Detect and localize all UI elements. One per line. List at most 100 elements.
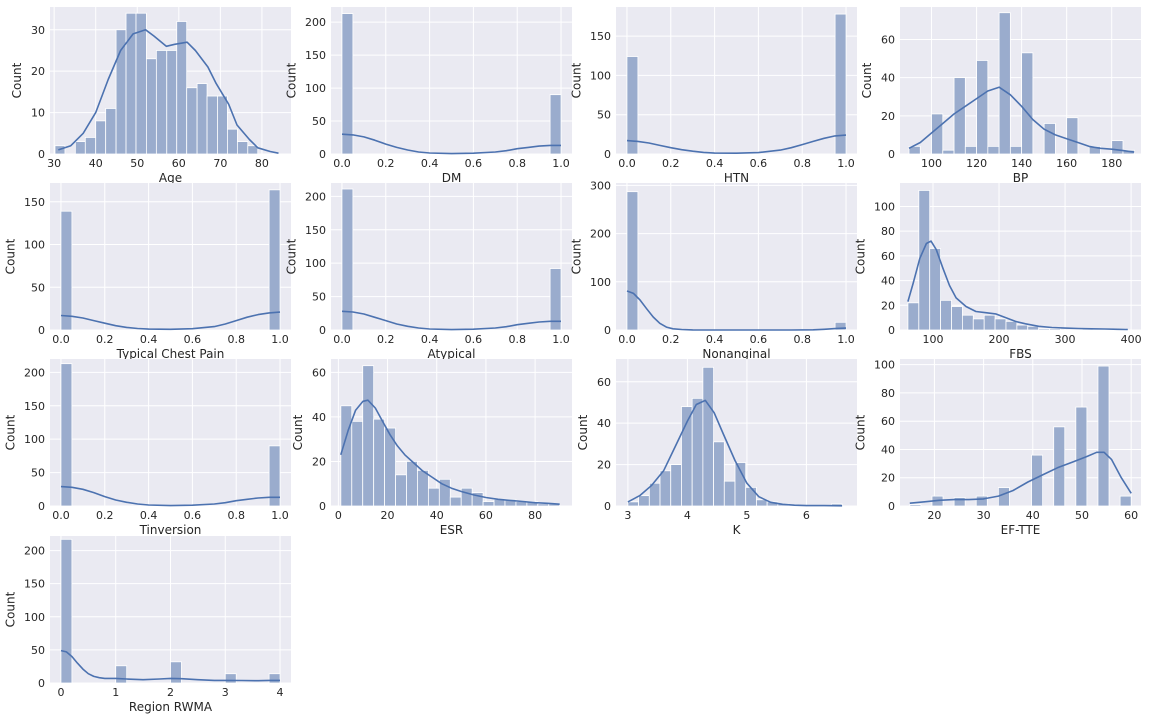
histogram-bar — [196, 83, 208, 155]
kde-line — [626, 134, 847, 154]
histogram-bar — [670, 464, 682, 507]
histogram-bar — [74, 141, 86, 155]
histogram-bar — [176, 21, 188, 155]
y-tick-label: 100 — [305, 257, 326, 270]
x-tick-label: 80 — [528, 509, 542, 522]
histogram-bar — [745, 486, 757, 507]
y-axis-label: Count — [285, 238, 299, 274]
y-axis-label: Count — [576, 414, 590, 450]
subplot-3: 0.0 0.2 0.4 0.6 0.8 1.0 0 50 100 150 HTN Count — [570, 7, 857, 185]
x-axis-label: Nonanginal — [702, 347, 770, 361]
histogram-bar — [206, 95, 218, 155]
x-tick-label: 0.2 — [377, 333, 395, 346]
x-tick-label: 0.6 — [750, 157, 768, 170]
y-tick-label: 0 — [888, 500, 895, 513]
histogram-bar — [691, 397, 704, 507]
histogram-bar — [638, 495, 650, 507]
x-axis-label: ESR — [440, 523, 464, 537]
x-tick-label: 0.6 — [465, 157, 483, 170]
histogram-bar — [268, 673, 281, 684]
x-tick-label: 0.8 — [793, 157, 811, 170]
histogram-bar — [953, 77, 966, 155]
subplot-7: 0.0 0.2 0.4 0.6 0.8 1.0 0 100 200 300 Nonanginal Co… — [570, 179, 857, 361]
x-tick-label: 160 — [1056, 157, 1077, 170]
histogram-bar — [834, 13, 847, 155]
y-axis-label: Count — [291, 414, 305, 450]
y-tick-label: 10 — [31, 107, 45, 120]
y-tick-label: 60 — [312, 366, 326, 379]
x-tick-label: 1 — [112, 686, 119, 699]
y-tick-label: 100 — [24, 433, 45, 446]
histogram-bar — [997, 487, 1010, 507]
y-tick-label: 0 — [604, 148, 611, 161]
histogram-bar — [170, 661, 182, 684]
y-tick-label: 200 — [590, 228, 611, 241]
histogram-bar — [1016, 324, 1029, 331]
y-tick-label: 30 — [31, 24, 45, 37]
histogram-bar — [95, 120, 107, 155]
y-axis-label: Count — [4, 238, 18, 274]
histogram-bar — [268, 445, 281, 507]
histogram-bar — [626, 191, 639, 331]
y-tick-label: 150 — [305, 224, 326, 237]
x-tick-label: 140 — [1011, 157, 1032, 170]
subplot-6: 0.0 0.2 0.4 0.6 0.8 1.0 0 50 100 150 200 Atypical Co… — [285, 183, 572, 361]
histogram-bar — [940, 299, 952, 331]
histogram-bar — [1038, 328, 1050, 331]
x-tick-label: 60 — [172, 157, 186, 170]
plot-area — [331, 183, 572, 330]
histogram-bar — [987, 145, 1000, 155]
x-axis-label: Region RWMA — [129, 700, 213, 714]
x-tick-label: 0.6 — [465, 333, 483, 346]
histogram-bar — [395, 474, 407, 507]
y-tick-label: 0 — [888, 148, 895, 161]
y-tick-label: 0 — [38, 677, 45, 690]
x-tick-label: 0.4 — [421, 333, 439, 346]
y-tick-label: 150 — [305, 49, 326, 62]
histogram-bar — [155, 50, 168, 155]
x-tick-label: 3 — [624, 509, 631, 522]
kde-line — [58, 28, 279, 154]
x-tick-label: 1.0 — [552, 157, 570, 170]
kde-line — [60, 649, 280, 682]
histogram-bar — [1009, 145, 1023, 155]
y-tick-label: 50 — [31, 644, 45, 657]
histogram-bar — [1021, 52, 1034, 155]
x-tick-label: 0 — [57, 686, 64, 699]
y-tick-label: 100 — [24, 611, 45, 624]
x-tick-label: 70 — [213, 157, 227, 170]
x-tick-label: 60 — [1124, 509, 1138, 522]
y-tick-label: 50 — [597, 109, 611, 122]
x-axis-label: HTN — [724, 171, 749, 185]
x-tick-label: 0.6 — [750, 333, 768, 346]
x-tick-label: 3 — [222, 686, 229, 699]
y-tick-label: 0 — [319, 324, 326, 337]
histogram-bar — [918, 190, 931, 331]
plot-area — [50, 359, 291, 506]
y-tick-label: 80 — [881, 387, 895, 400]
x-tick-label: 0.4 — [421, 157, 439, 170]
y-tick-label: 200 — [305, 190, 326, 203]
y-axis-label: Count — [860, 62, 874, 98]
histogram-bar — [105, 108, 117, 155]
x-tick-label: 5 — [743, 509, 750, 522]
histogram-bar — [907, 302, 920, 331]
plot-area — [331, 7, 572, 154]
y-tick-label: 50 — [312, 291, 326, 304]
x-tick-label: 6 — [803, 509, 810, 522]
histogram-bar — [227, 128, 238, 155]
x-axis-label: FBS — [1009, 347, 1032, 361]
y-tick-label: 0 — [38, 148, 45, 161]
y-tick-label: 150 — [24, 578, 45, 591]
kde-line — [627, 399, 843, 507]
x-tick-label: 0.6 — [184, 509, 202, 522]
histogram-bar — [1066, 117, 1079, 155]
x-tick-label: 0.6 — [184, 333, 202, 346]
x-tick-label: 0.4 — [140, 333, 158, 346]
kde-line — [626, 290, 847, 331]
x-tick-label: 30 — [977, 509, 991, 522]
histogram-bar — [549, 94, 562, 155]
histogram-bar — [1027, 325, 1040, 331]
histogram-bar — [1119, 495, 1132, 507]
